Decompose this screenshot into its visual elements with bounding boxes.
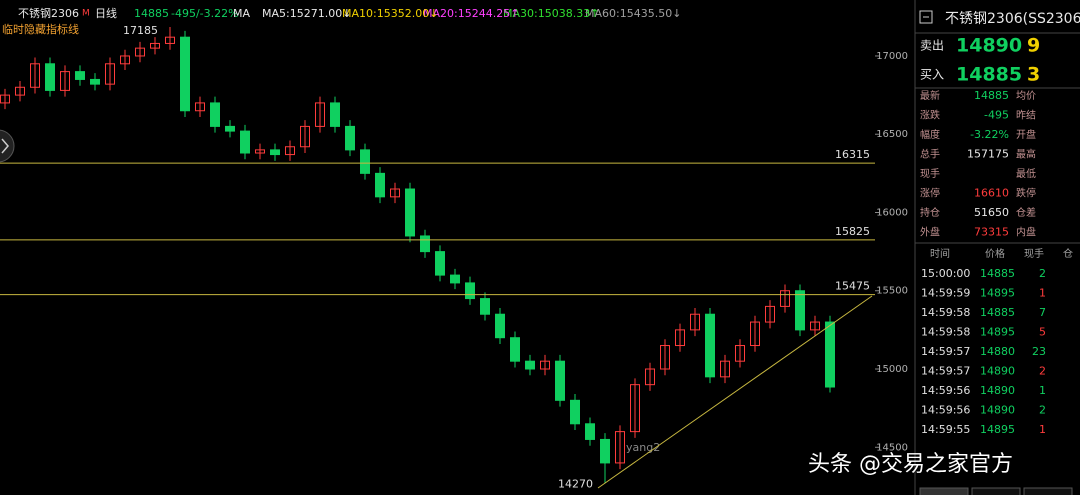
stat-value: -3.22% xyxy=(970,128,1009,141)
trade-time: 14:59:56 xyxy=(921,384,970,397)
trade-time: 14:59:57 xyxy=(921,345,970,358)
stat-value: 14885 xyxy=(974,89,1009,102)
stat-label: 涨跌 xyxy=(920,109,940,122)
stat-label: 昨结 xyxy=(1016,109,1036,122)
trade-header: 现手 xyxy=(1024,247,1044,260)
y-tick-label: 16000 xyxy=(876,207,908,218)
ask-price: 14890 xyxy=(956,35,1022,57)
max-label: 17185 xyxy=(123,24,158,37)
ma-indicator: MA60:15435.50↓ xyxy=(585,7,681,20)
trade-volume: 1 xyxy=(1039,384,1046,397)
stat-label: 涨停 xyxy=(920,187,940,200)
stat-label: 最新 xyxy=(920,89,940,102)
stat-label: 跌停 xyxy=(1016,187,1036,200)
watermark: 头条 @交易之家官方 xyxy=(808,452,1013,477)
trade-price: 14885 xyxy=(980,267,1015,280)
trade-time: 14:59:58 xyxy=(921,306,970,319)
bid-size: 3 xyxy=(1027,64,1040,86)
stat-label: 外盘 xyxy=(920,226,940,239)
ma-indicator: MA5:15271.00↓ xyxy=(262,7,351,20)
trade-volume: 2 xyxy=(1039,404,1046,417)
period[interactable]: 日线 xyxy=(95,6,117,20)
ask-label: 卖出 xyxy=(920,39,944,53)
trade-volume: 1 xyxy=(1039,423,1046,436)
trade-header: 价格 xyxy=(985,247,1005,260)
stat-label: 内盘 xyxy=(1016,226,1036,239)
trade-time: 14:59:59 xyxy=(921,287,970,300)
trade-price: 14895 xyxy=(980,326,1015,339)
trade-volume: 7 xyxy=(1039,306,1046,319)
panel-title: 不锈钢2306(SS2306) xyxy=(945,11,1080,27)
trade-price: 14895 xyxy=(980,423,1015,436)
stat-label: 总手 xyxy=(920,148,940,161)
trade-time: 14:59:57 xyxy=(921,365,970,378)
tab[interactable] xyxy=(919,487,969,495)
trade-volume: 2 xyxy=(1039,267,1046,280)
trade-price: 14895 xyxy=(980,287,1015,300)
last-price: 14885 xyxy=(134,7,169,20)
stat-label: 最高 xyxy=(1016,148,1036,161)
min-label: 14270 xyxy=(558,477,593,490)
level-label: 16315 xyxy=(835,148,870,161)
trade-price: 14885 xyxy=(980,306,1015,319)
stat-label: 现手 xyxy=(920,167,940,180)
bid-label: 买入 xyxy=(920,68,944,82)
stat-value: 16610 xyxy=(974,187,1009,200)
trade-header: 仓 xyxy=(1063,247,1073,260)
nav-button[interactable] xyxy=(0,129,15,163)
y-tick-label: 15000 xyxy=(876,364,908,375)
level-label: 15825 xyxy=(835,225,870,238)
ma-indicator: MA20:15244.25↑ xyxy=(423,7,519,20)
flag: M xyxy=(82,9,90,19)
trade-volume: 2 xyxy=(1039,365,1046,378)
stat-label: 最低 xyxy=(1016,167,1036,180)
collapse-icon[interactable] xyxy=(919,10,933,24)
stat-label: 均价 xyxy=(1016,90,1036,102)
y-tick-label: 16500 xyxy=(876,129,908,140)
tab[interactable] xyxy=(1023,487,1073,495)
stat-value: 51650 xyxy=(974,206,1009,219)
trade-price: 14890 xyxy=(980,384,1015,397)
trade-price: 14890 xyxy=(980,365,1015,378)
y-tick-label: 17000 xyxy=(876,51,908,62)
trade-header: 时间 xyxy=(930,247,950,260)
ma-label: MA xyxy=(233,7,250,20)
ask-size: 9 xyxy=(1027,35,1040,57)
hide-indicators[interactable]: 临时隐藏指标线 xyxy=(2,22,79,36)
trade-volume: 23 xyxy=(1032,345,1046,358)
y-tick-label: 15500 xyxy=(876,286,908,297)
ma-indicator: MA10:15352.00↓ xyxy=(342,7,438,20)
stat-value: -495 xyxy=(984,109,1009,122)
level-label: 15475 xyxy=(835,280,870,293)
stat-value: 157175 xyxy=(967,148,1009,161)
tab[interactable] xyxy=(971,487,1021,495)
trade-volume: 1 xyxy=(1039,287,1046,300)
stat-label: 幅度 xyxy=(920,128,940,141)
y-tick-label: 14500 xyxy=(876,442,908,453)
bid-price: 14885 xyxy=(956,64,1022,86)
change: -495/-3.22% xyxy=(171,7,239,20)
trade-time: 14:59:56 xyxy=(921,404,970,417)
trade-time: 14:59:55 xyxy=(921,423,970,436)
nav-arrow xyxy=(1,138,9,154)
stat-label: 持仓 xyxy=(920,206,940,219)
stat-label: 开盘 xyxy=(1016,128,1036,141)
trade-price: 14880 xyxy=(980,345,1015,358)
stat-value: 73315 xyxy=(974,226,1009,239)
trade-time: 15:00:00 xyxy=(921,267,970,280)
ma-indicator: MA30:15038.33↑ xyxy=(503,7,599,20)
trade-time: 14:59:58 xyxy=(921,326,970,339)
stat-label: 仓差 xyxy=(1016,206,1036,219)
trend-line xyxy=(597,295,873,489)
trade-price: 14890 xyxy=(980,404,1015,417)
trade-volume: 5 xyxy=(1039,326,1046,339)
symbol: 不锈钢2306 xyxy=(18,7,79,20)
